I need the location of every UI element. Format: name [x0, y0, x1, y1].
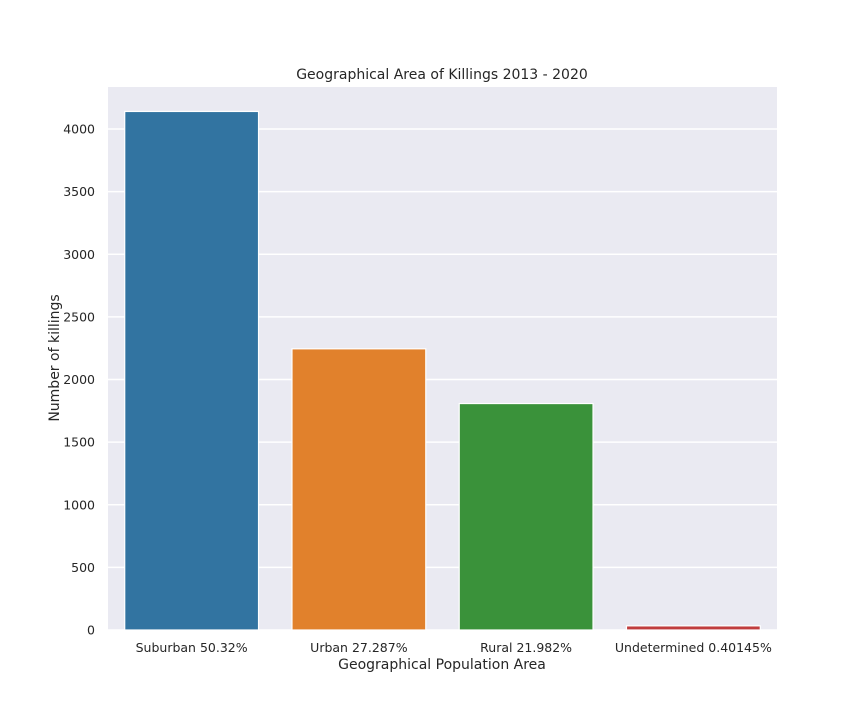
bar — [124, 110, 260, 631]
x-tick-label: Urban 27.287% — [310, 640, 408, 655]
y-axis-title: Number of killings — [47, 294, 63, 421]
chart-title: Geographical Area of Killings 2013 - 202… — [296, 67, 588, 83]
y-tick-labels: 0 500 1000 1500 2000 2500 3000 3500 4000 — [63, 122, 95, 638]
y-tick-label: 4000 — [63, 122, 95, 137]
x-tick-label: Rural 21.982% — [480, 640, 572, 655]
y-tick-label: 3500 — [63, 184, 95, 199]
x-tick-label: Undetermined 0.40145% — [615, 640, 772, 655]
y-tick-label: 2500 — [63, 309, 95, 324]
y-tick-label: 2000 — [63, 372, 95, 387]
y-tick-label: 1000 — [63, 497, 95, 512]
x-axis-title: Geographical Population Area — [338, 657, 546, 673]
bars — [124, 110, 761, 631]
bar — [291, 348, 427, 631]
x-tick-label: Suburban 50.32% — [136, 640, 248, 655]
y-tick-label: 500 — [71, 560, 95, 575]
x-tick-labels: Suburban 50.32% Urban 27.287% Rural 21.982… — [136, 640, 772, 655]
y-tick-label: 3000 — [63, 247, 95, 262]
y-tick-label: 0 — [87, 623, 95, 638]
bar — [625, 625, 761, 631]
y-tick-label: 1500 — [63, 435, 95, 450]
bar — [458, 402, 594, 631]
